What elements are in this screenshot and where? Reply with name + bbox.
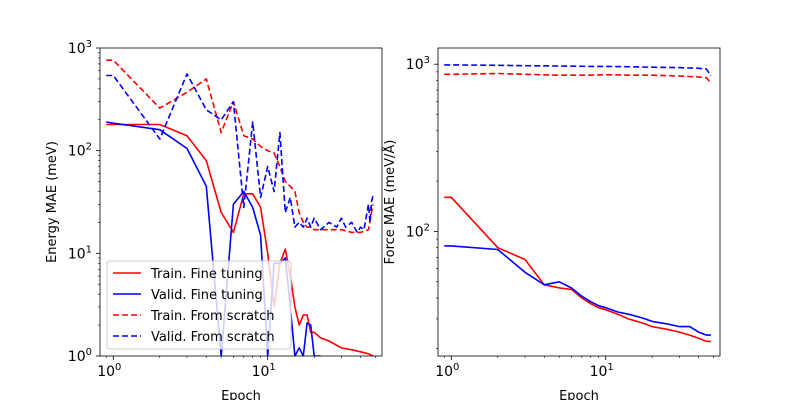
legend-entry-0: Train. Fine tuning — [150, 267, 263, 282]
y-tick-label: 102 — [406, 222, 430, 240]
force-mae-panel: 100 101 102 103 Epoch Force MAE (meV/Å) — [382, 47, 721, 400]
series-line-3 — [444, 64, 712, 77]
series-line-3 — [106, 73, 374, 234]
y-tick-label: 103 — [406, 55, 430, 73]
x-tick-label: 101 — [252, 362, 276, 380]
series-line-0 — [444, 196, 711, 343]
series-line-1 — [444, 245, 711, 336]
y-tick-label: 102 — [68, 142, 92, 160]
y-tick-label: 100 — [68, 347, 92, 365]
plot-frame — [437, 47, 721, 357]
x-axis-label: Epoch — [221, 389, 261, 400]
legend-entry-1: Valid. Fine tuning — [151, 288, 263, 303]
y-tick-label: 103 — [68, 39, 92, 57]
y-axis-label: Energy MAE (meV) — [45, 141, 60, 263]
energy-mae-panel: 100 101 100 101 102 103 Epoch Energy MAE (meV) T… — [45, 39, 383, 400]
legend: Train. Fine tuning Valid. Fine tuning Trai… — [106, 260, 292, 350]
x-tick-label: 100 — [97, 362, 121, 380]
series-group — [444, 64, 712, 343]
legend-entry-3: Valid. From scratch — [151, 330, 275, 345]
plot-frame — [99, 47, 383, 357]
x-axis-label: Epoch — [559, 389, 599, 400]
legend-entry-2: Train. From scratch — [150, 309, 275, 324]
y-tick-label: 101 — [68, 244, 92, 262]
series-line-2 — [106, 59, 374, 234]
legend-box — [106, 260, 292, 350]
y-axis-label: Force MAE (meV/Å) — [382, 140, 398, 265]
x-tick-label: 101 — [590, 362, 614, 380]
series-line-2 — [444, 72, 712, 84]
x-tick-label: 100 — [435, 362, 459, 380]
